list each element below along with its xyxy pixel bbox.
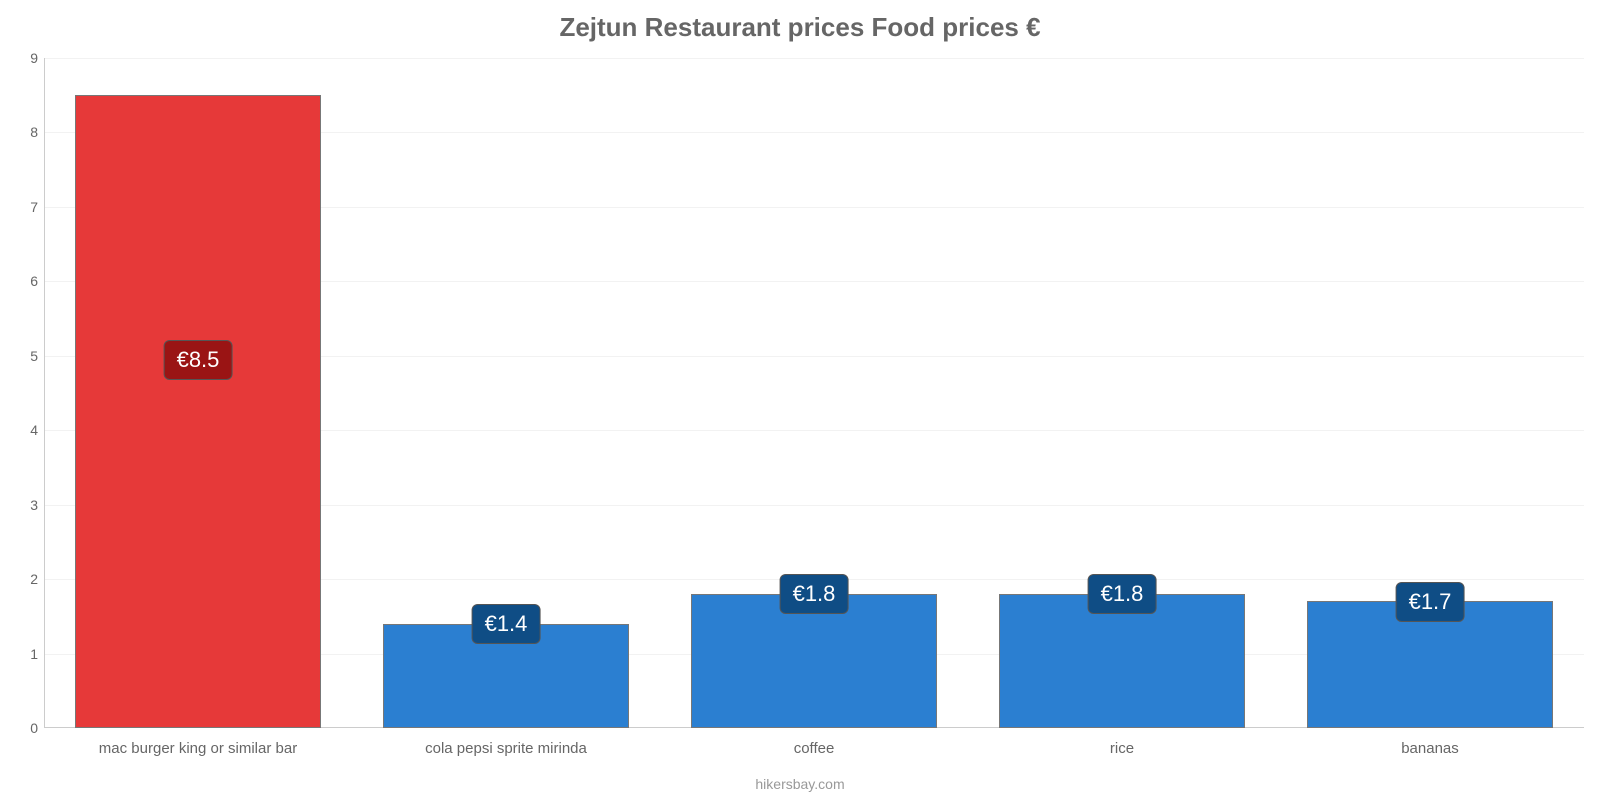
category-label: coffee: [794, 740, 835, 757]
value-label-wrap: €1.7: [1396, 582, 1465, 622]
category-label: rice: [1110, 740, 1134, 757]
bars-container: €8.5mac burger king or similar bar€1.4co…: [44, 58, 1584, 728]
value-label-wrap: €1.8: [1088, 574, 1157, 614]
bar-slot: €8.5mac burger king or similar bar: [44, 58, 352, 728]
y-tick-label: 9: [14, 50, 38, 66]
bar-slot: €1.8rice: [968, 58, 1276, 728]
value-label: €8.5: [164, 340, 233, 380]
value-label-wrap: €1.4: [472, 604, 541, 644]
y-tick-label: 3: [14, 497, 38, 513]
value-label: €1.8: [1088, 574, 1157, 614]
bar-slot: €1.8coffee: [660, 58, 968, 728]
y-tick-label: 6: [14, 273, 38, 289]
bar-slot: €1.7bananas: [1276, 58, 1584, 728]
price-bar-chart: Zejtun Restaurant prices Food prices € 0…: [0, 0, 1600, 800]
category-label: bananas: [1401, 740, 1459, 757]
source-credit: hikersbay.com: [0, 776, 1600, 792]
y-tick-label: 4: [14, 422, 38, 438]
plot-area: 0123456789 €8.5mac burger king or simila…: [44, 58, 1584, 728]
y-tick-label: 2: [14, 571, 38, 587]
bar-slot: €1.4cola pepsi sprite mirinda: [352, 58, 660, 728]
y-tick-label: 8: [14, 124, 38, 140]
value-label-wrap: €1.8: [780, 574, 849, 614]
y-tick-label: 1: [14, 646, 38, 662]
value-label-wrap: €8.5: [164, 340, 233, 380]
category-label: cola pepsi sprite mirinda: [425, 740, 587, 757]
value-label: €1.7: [1396, 582, 1465, 622]
category-label: mac burger king or similar bar: [99, 740, 297, 757]
y-tick-label: 5: [14, 348, 38, 364]
y-tick-label: 7: [14, 199, 38, 215]
y-tick-label: 0: [14, 720, 38, 736]
chart-title: Zejtun Restaurant prices Food prices €: [0, 0, 1600, 43]
value-label: €1.4: [472, 604, 541, 644]
bar: [75, 95, 321, 728]
value-label: €1.8: [780, 574, 849, 614]
